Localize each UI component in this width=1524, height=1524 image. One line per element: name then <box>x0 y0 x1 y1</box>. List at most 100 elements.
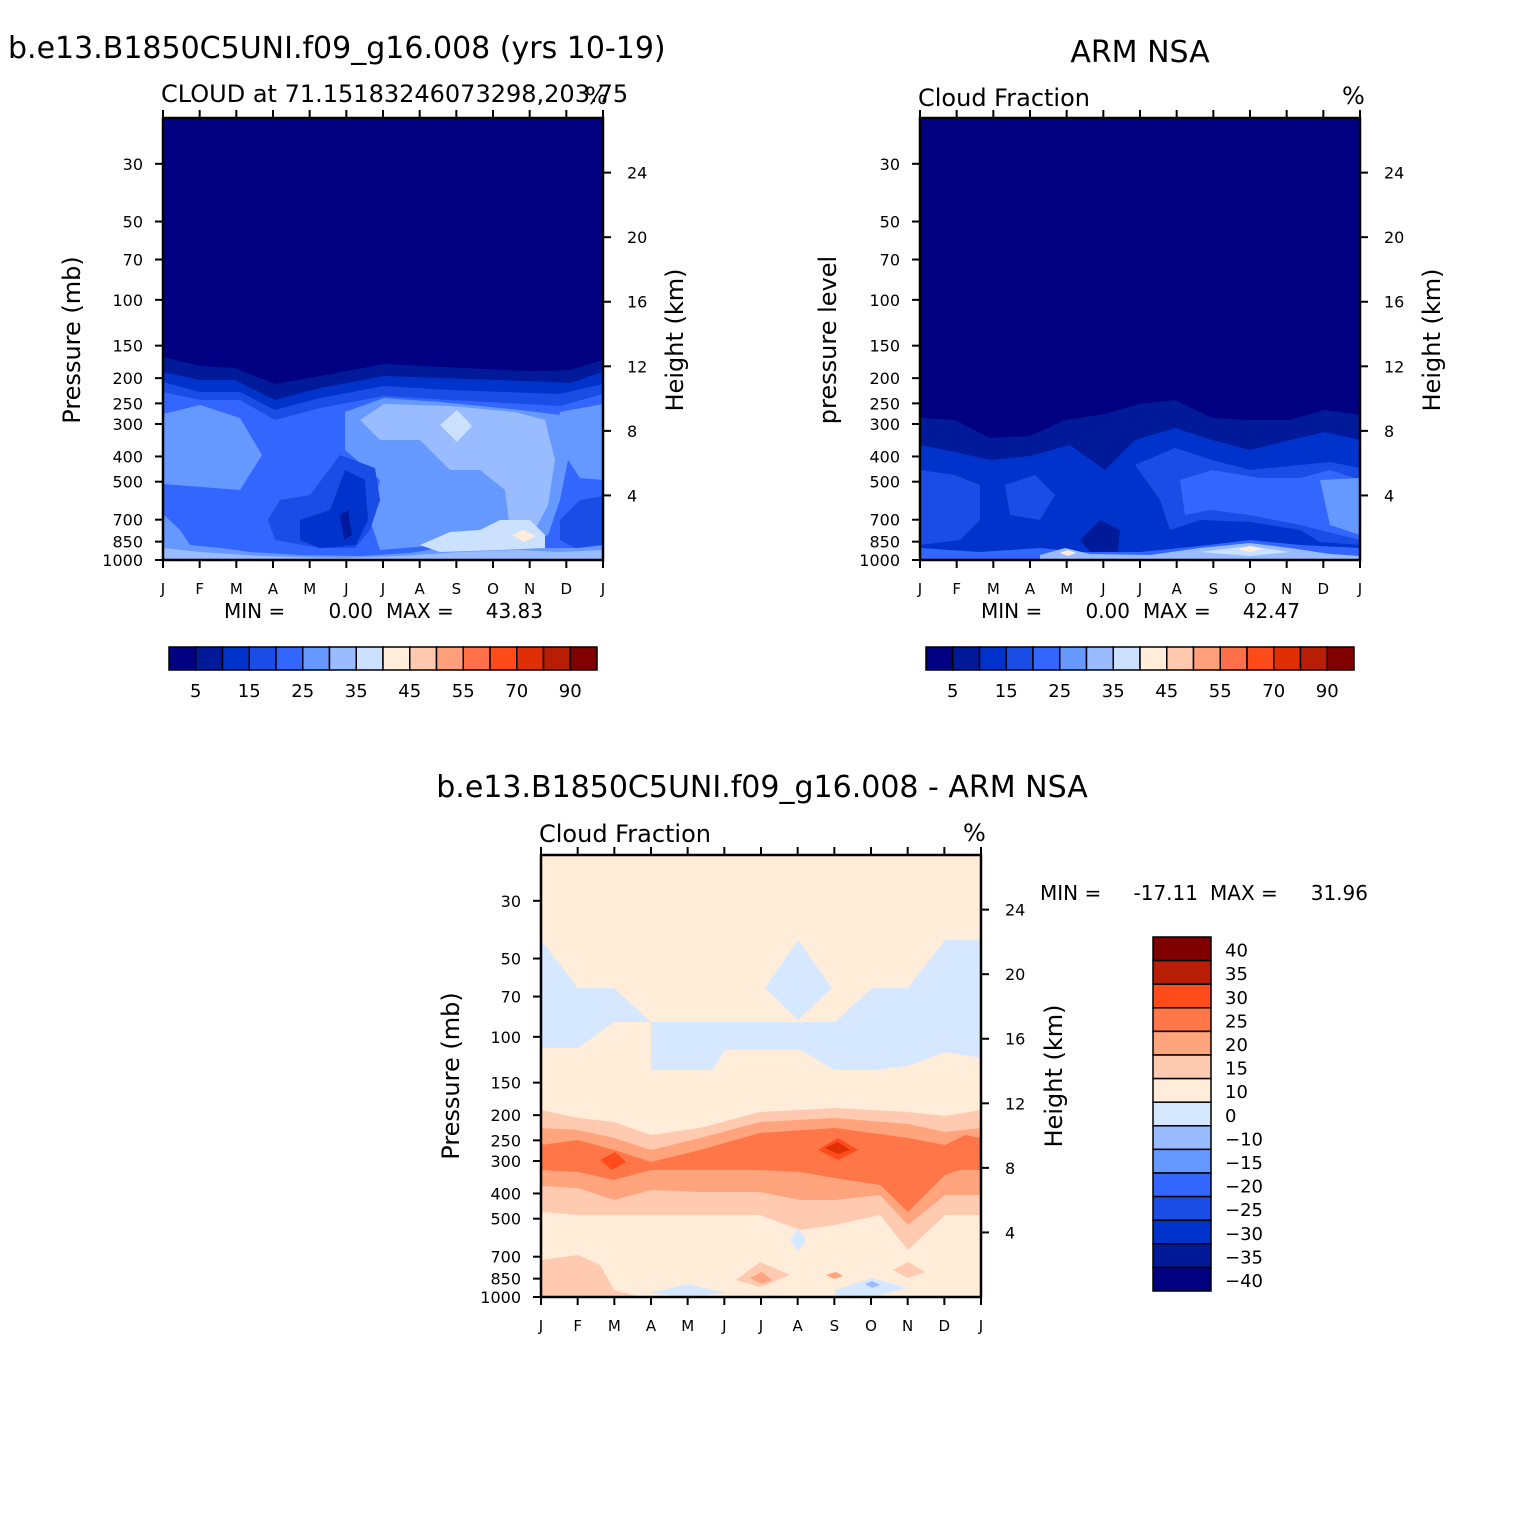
colorbar-label: 25 <box>1225 1011 1248 1032</box>
panel-model-subtitle-right: % <box>585 82 608 110</box>
colorbar-label: −40 <box>1225 1271 1263 1292</box>
contour-band <box>765 940 832 1020</box>
y-tick-label: 850 <box>869 533 900 552</box>
colorbar-label: 35 <box>345 681 368 702</box>
panel-obs-min-value: 0.00 <box>1085 599 1130 623</box>
y-right-tick-label: 12 <box>1005 1094 1025 1113</box>
y-tick-label: 150 <box>490 1074 521 1093</box>
panel-obs-max-value: 42.47 <box>1243 599 1300 623</box>
x-tick-label: A <box>1025 580 1036 598</box>
colorbar-box <box>1152 1030 1212 1056</box>
x-tick-label: J <box>538 1317 543 1335</box>
y-tick-label: 250 <box>112 394 143 413</box>
y-right-tick-label: 8 <box>1005 1159 1015 1178</box>
y-tick-label: 30 <box>501 892 521 911</box>
y-tick-label: 400 <box>869 447 900 466</box>
contour-band <box>163 548 603 560</box>
y-tick-label: 200 <box>490 1106 521 1125</box>
y-right-tick-label: 4 <box>1005 1223 1015 1242</box>
x-tick-label: J <box>721 1317 726 1335</box>
contour-band <box>920 428 1360 560</box>
contour-band <box>360 404 555 530</box>
y-tick-label: 300 <box>869 415 900 434</box>
y-tick-label: 250 <box>490 1131 521 1150</box>
colorbar-box <box>462 646 491 671</box>
y-tick-label: 150 <box>869 337 900 356</box>
colorbar-label: 15 <box>238 681 261 702</box>
colorbar-box <box>1152 1195 1212 1221</box>
y-tick-label: 30 <box>880 155 900 174</box>
contour-band <box>541 1255 640 1297</box>
y-tick-label: 700 <box>112 511 143 530</box>
x-tick-label: A <box>268 580 279 598</box>
colorbar-label: 5 <box>190 681 201 702</box>
colorbar-label: 70 <box>1262 681 1285 702</box>
contour-band <box>1005 475 1055 520</box>
x-tick-label: A <box>1172 580 1183 598</box>
x-tick-label: N <box>902 1317 913 1335</box>
y-tick-label: 50 <box>880 213 900 232</box>
colorbar-box <box>435 646 464 671</box>
y-tick-label: 100 <box>869 291 900 310</box>
y-tick-label: 50 <box>501 950 521 969</box>
colorbar-box <box>1152 936 1212 962</box>
panel-obs-axes: J F M A M J J A S O N D J 30 50 70 100 150 200 250 300 400 500… <box>859 110 1404 598</box>
panel-obs: ARM NSA Cloud Fraction % J F M A M J J A S <box>814 35 1446 702</box>
contour-band <box>650 1284 725 1297</box>
y-tick-label: 1000 <box>102 551 143 570</box>
x-tick-label: J <box>1137 580 1142 598</box>
colorbar-box <box>275 646 304 671</box>
x-tick-label: F <box>195 580 204 598</box>
y-tick-label: 30 <box>123 155 143 174</box>
colorbar-box <box>1219 646 1248 671</box>
contour-band <box>865 1281 880 1288</box>
y-tick-label: 250 <box>869 394 900 413</box>
contour-band <box>600 1152 626 1170</box>
y-tick-label: 200 <box>869 369 900 388</box>
panel-diff-contours <box>541 855 981 1297</box>
y-right-tick-label: 16 <box>627 293 647 312</box>
x-tick-label: J <box>917 580 922 598</box>
colorbar-box <box>952 646 981 671</box>
colorbar-label: 25 <box>291 681 314 702</box>
panel-obs-min-label: MIN = <box>981 599 1042 623</box>
colorbar-box <box>248 646 277 671</box>
x-tick-label: A <box>793 1317 804 1335</box>
colorbar-label: −15 <box>1225 1153 1263 1174</box>
y-right-tick-label: 24 <box>1005 901 1025 920</box>
colorbar-box <box>302 646 331 671</box>
y-right-tick-label: 24 <box>1384 164 1404 183</box>
colorbar-label: 15 <box>1225 1059 1248 1080</box>
colorbar-box <box>168 646 197 671</box>
x-tick-label: A <box>415 580 426 598</box>
colorbar-label: 55 <box>452 681 475 702</box>
colorbar-box <box>1032 646 1061 671</box>
contour-band <box>512 530 536 542</box>
y-tick-label: 1000 <box>859 551 900 570</box>
panel-model: b.e13.B1850C5UNI.f09_g16.008 (yrs 10-19)… <box>8 31 689 702</box>
x-tick-label: M <box>681 1317 694 1335</box>
y-right-tick-label: 24 <box>627 164 647 183</box>
colorbar-box <box>1152 1101 1212 1127</box>
contour-band <box>1040 543 1360 560</box>
colorbar-label: 90 <box>1316 681 1339 702</box>
y-tick-label: 150 <box>112 337 143 356</box>
y-right-tick-label: 20 <box>1005 965 1025 984</box>
x-tick-label: J <box>758 1317 763 1335</box>
y-tick-label: 500 <box>490 1210 521 1229</box>
y-tick-label: 100 <box>490 1028 521 1047</box>
y-tick-label: 850 <box>112 533 143 552</box>
x-tick-label: M <box>608 1317 621 1335</box>
x-tick-label: J <box>978 1317 983 1335</box>
colorbar-label: 55 <box>1209 681 1232 702</box>
y-tick-label: 200 <box>112 369 143 388</box>
panel-model-title: b.e13.B1850C5UNI.f09_g16.008 (yrs 10-19) <box>8 31 666 66</box>
colorbar-box <box>1152 1125 1212 1151</box>
y-right-tick-label: 4 <box>627 486 637 505</box>
x-tick-label: N <box>524 580 535 598</box>
contour-band <box>300 470 368 548</box>
contour-band <box>555 404 603 480</box>
panel-model-min-label: MIN = <box>224 599 285 623</box>
colorbar-box <box>1273 646 1302 671</box>
